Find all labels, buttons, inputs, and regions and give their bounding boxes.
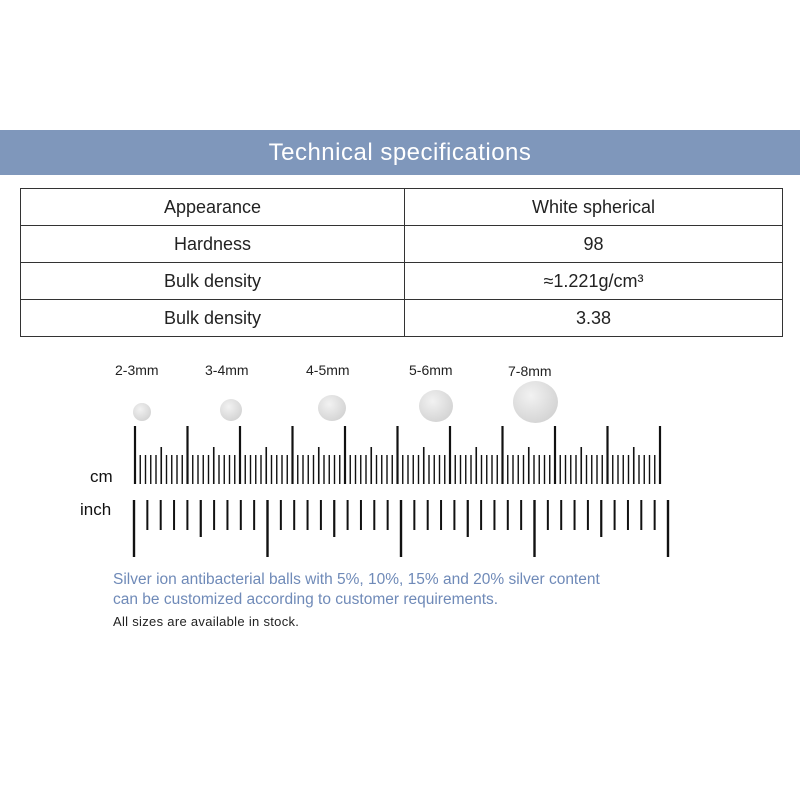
cm-label: cm: [90, 467, 113, 486]
spec-label: Appearance: [20, 188, 405, 226]
spec-value: 3.38: [404, 299, 783, 337]
size-label: 4-5mm: [306, 362, 350, 378]
stock-note: All sizes are available in stock.: [113, 614, 300, 629]
table-row: Bulk density 3.38: [20, 299, 783, 337]
ball-image: [419, 390, 453, 422]
size-label: 3-4mm: [205, 362, 249, 378]
inch-label: inch: [80, 500, 112, 519]
spec-label: Bulk density: [20, 299, 405, 337]
note-line: Silver ion antibacterial balls with 5%, …: [113, 571, 600, 588]
ball-image: [318, 395, 346, 421]
table-row: Hardness 98: [20, 225, 783, 263]
spec-value: ≈1.221g/cm³: [404, 262, 783, 300]
ball-image: [133, 403, 151, 421]
section-banner: Technical specifications: [0, 130, 800, 175]
table-row: Bulk density ≈1.221g/cm³: [20, 262, 783, 300]
ball-image: [220, 399, 242, 421]
ball-image: [513, 381, 558, 423]
spec-label: Bulk density: [20, 262, 405, 300]
size-label: 2-3mm: [115, 362, 159, 378]
spec-label: Hardness: [20, 225, 405, 263]
banner-title: Technical specifications: [268, 138, 532, 166]
spec-table: Appearance White spherical Hardness 98 Bul…: [20, 188, 783, 337]
table-row: Appearance White spherical: [20, 188, 783, 226]
note-line: can be customized according to customer …: [113, 591, 499, 608]
size-label: 5-6mm: [409, 362, 453, 378]
size-label: 7-8mm: [508, 363, 552, 379]
